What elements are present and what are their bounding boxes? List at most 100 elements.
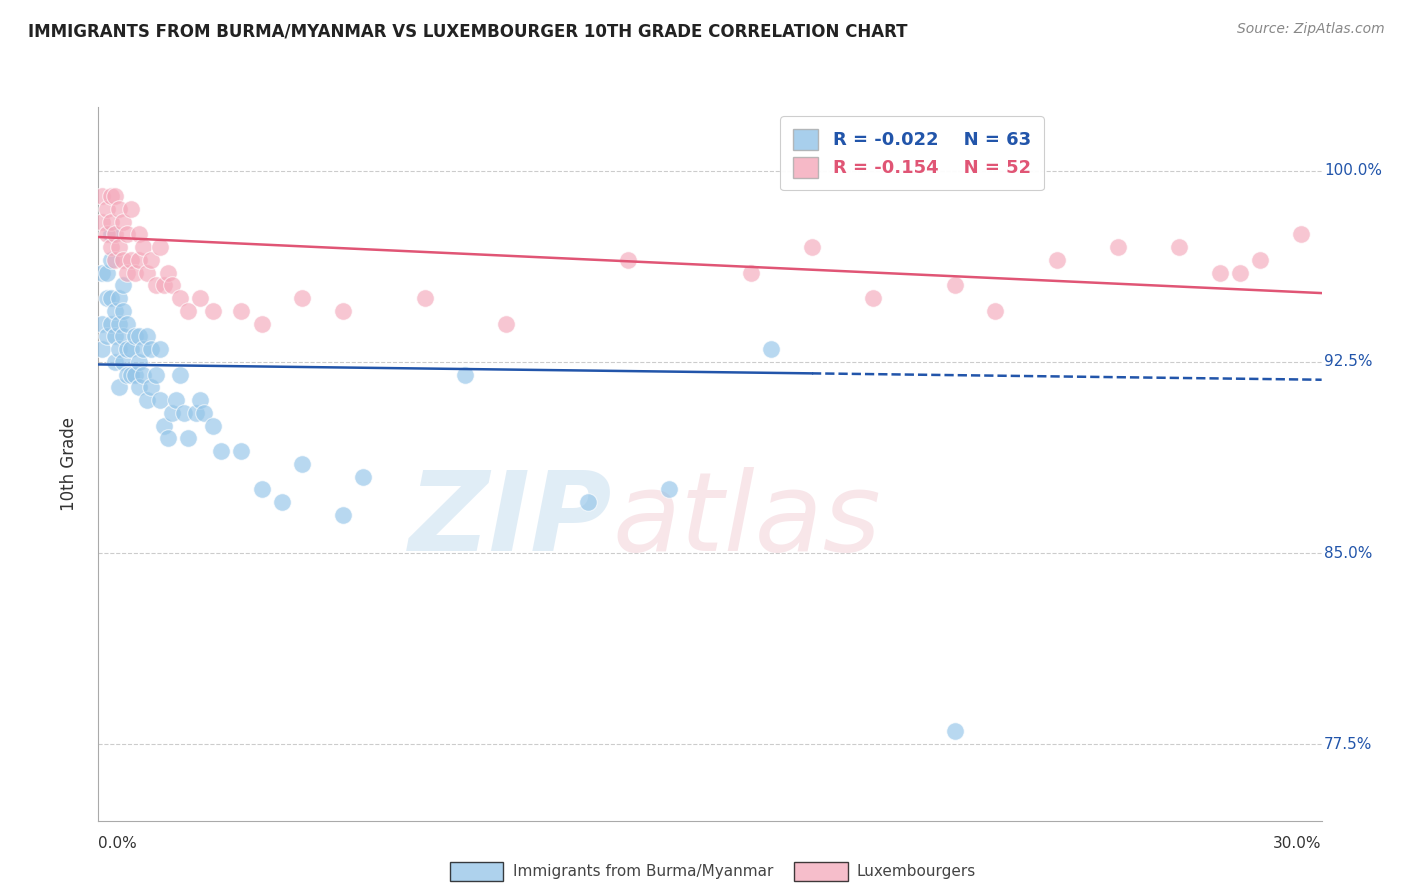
Point [141,380,163,394]
Point [108,291,131,305]
Point [96,291,118,305]
Point [156,431,179,445]
Point [111,304,134,318]
Point [801,240,824,254]
Point [193,406,215,420]
Text: Immigrants from Burma/Myanmar: Immigrants from Burma/Myanmar [513,864,773,879]
Point [104,329,127,343]
Point [108,380,131,394]
Point [454,368,477,382]
Point [124,266,146,280]
Point [104,355,127,369]
Point [250,317,273,331]
Point [108,240,131,254]
Point [100,291,122,305]
Point [120,342,142,356]
Point [761,342,783,356]
Point [1229,266,1251,280]
Point [91,266,114,280]
Point [100,215,122,229]
Point [120,252,142,267]
Point [124,368,146,382]
Point [188,291,212,305]
Point [128,380,150,394]
Point [1045,252,1069,267]
Point [1209,266,1232,280]
Text: 30.0%: 30.0% [1274,837,1322,851]
Point [136,393,159,408]
Point [152,418,174,433]
Text: IMMIGRANTS FROM BURMA/MYANMAR VS LUXEMBOURGER 10TH GRADE CORRELATION CHART: IMMIGRANTS FROM BURMA/MYANMAR VS LUXEMBO… [28,22,908,40]
Point [332,304,354,318]
Y-axis label: 10th Grade: 10th Grade [59,417,77,511]
Point [231,444,253,458]
Point [186,406,208,420]
Point [115,317,138,331]
Point [152,278,174,293]
Point [108,342,131,356]
Point [177,304,200,318]
Text: 85.0%: 85.0% [1324,546,1372,560]
Point [100,252,122,267]
Point [270,495,294,509]
Point [111,215,134,229]
Point [943,278,966,293]
Point [132,368,155,382]
Point [291,457,314,471]
Text: 77.5%: 77.5% [1324,737,1372,752]
Point [352,469,374,483]
Text: atlas: atlas [612,467,880,574]
Point [165,393,187,408]
Point [111,252,134,267]
Point [250,483,273,497]
Point [149,342,172,356]
Text: Source: ZipAtlas.com: Source: ZipAtlas.com [1237,22,1385,37]
Point [104,227,127,242]
Point [1249,252,1271,267]
Point [413,291,436,305]
Point [1291,227,1313,242]
Point [111,329,134,343]
Point [136,266,159,280]
Point [115,368,138,382]
Point [128,252,150,267]
Point [96,266,118,280]
Point [201,304,224,318]
Point [740,266,762,280]
Point [169,368,191,382]
Text: Luxembourgers: Luxembourgers [856,864,976,879]
Point [115,227,138,242]
Point [149,393,172,408]
Point [96,227,118,242]
Point [115,342,138,356]
Point [141,342,163,356]
Point [173,406,195,420]
Point [96,202,118,216]
Point [943,724,966,739]
Point [128,227,150,242]
Point [160,406,183,420]
Point [128,329,150,343]
Point [111,278,134,293]
Point [156,266,179,280]
Point [96,329,118,343]
Point [91,317,114,331]
Point [169,291,191,305]
Point [658,483,681,497]
Point [108,202,131,216]
Point [1107,240,1129,254]
Point [91,215,114,229]
Point [332,508,354,522]
Point [108,317,131,331]
Point [495,317,517,331]
Point [160,278,183,293]
Text: ZIP: ZIP [409,467,612,574]
Point [91,189,114,203]
Point [104,304,127,318]
Point [128,355,150,369]
Text: 100.0%: 100.0% [1324,163,1382,178]
Point [100,189,122,203]
Point [132,240,155,254]
Point [201,418,224,433]
Point [124,329,146,343]
